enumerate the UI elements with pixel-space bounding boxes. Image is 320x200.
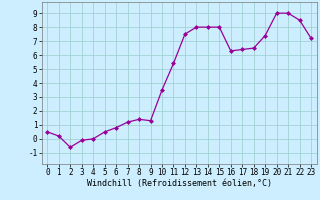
X-axis label: Windchill (Refroidissement éolien,°C): Windchill (Refroidissement éolien,°C) bbox=[87, 179, 272, 188]
